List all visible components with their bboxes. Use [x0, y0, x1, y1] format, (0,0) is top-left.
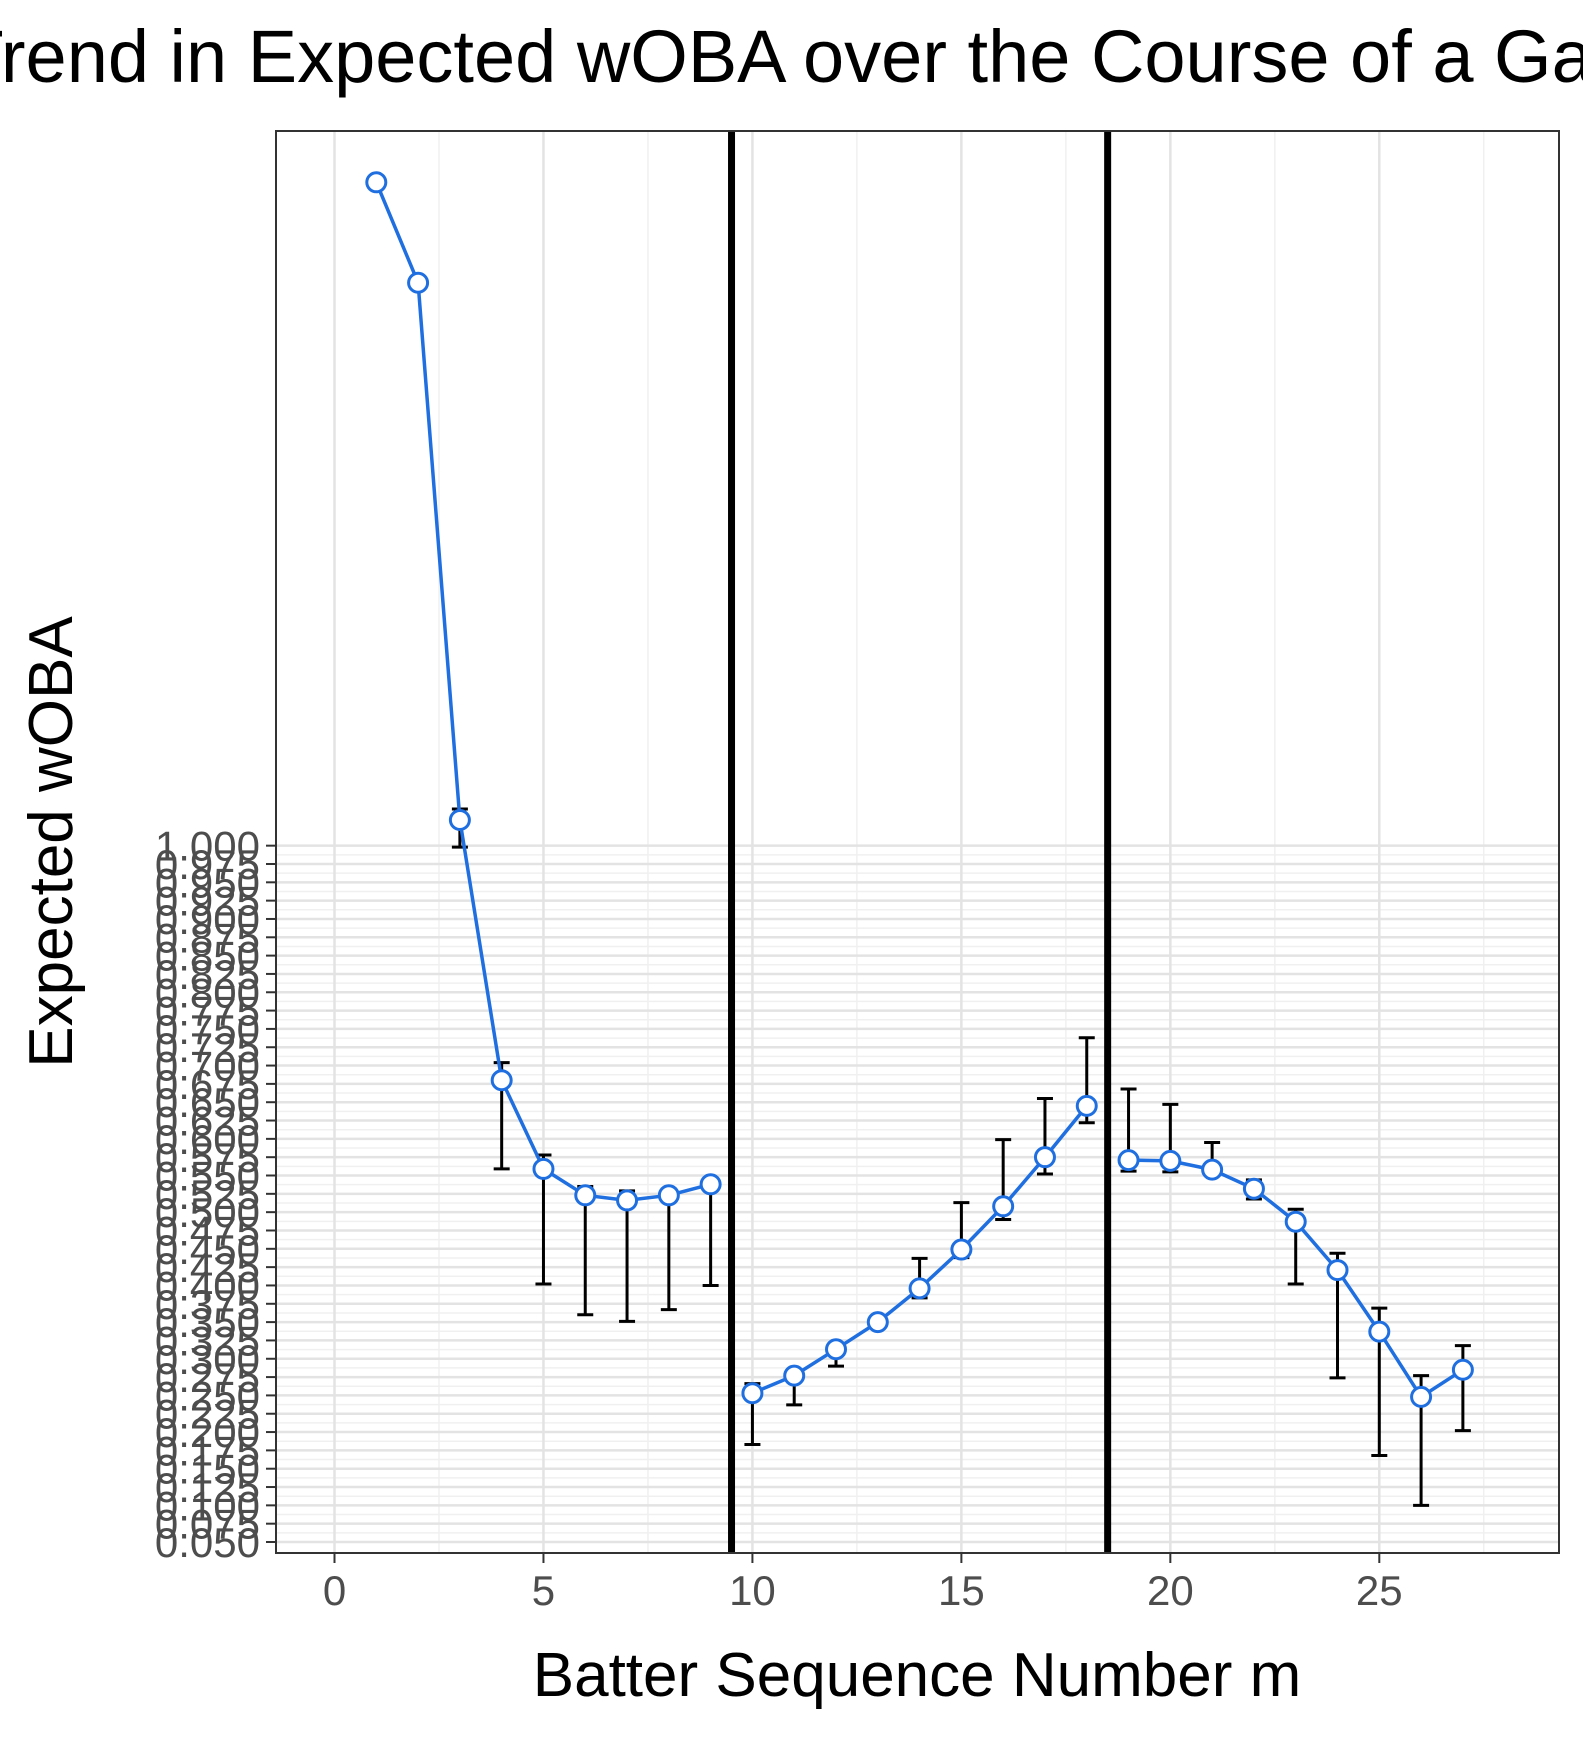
data-point — [825, 1338, 848, 1361]
y-tick-label: 0.075 — [155, 1501, 260, 1548]
x-tick-label: 25 — [1356, 1567, 1403, 1614]
data-point — [1326, 1259, 1349, 1282]
y-tick-label: 0.200 — [155, 1409, 260, 1456]
y-tick-label: 0.150 — [155, 1446, 260, 1493]
y-tick-label: 0.850 — [155, 933, 260, 980]
y-tick-label: 0.525 — [155, 1171, 260, 1218]
y-tick-label: 0.475 — [155, 1207, 260, 1254]
x-tick-label: 10 — [729, 1567, 776, 1614]
data-point — [365, 171, 388, 194]
data-point — [1242, 1177, 1265, 1200]
reference-lines — [728, 131, 1112, 1553]
y-tick-label: 0.325 — [155, 1317, 260, 1364]
x-axis-ticks: 0 5 10 15 20 25 — [323, 1553, 1403, 1614]
y-axis-title: Expected wOBA — [17, 616, 86, 1068]
data-point — [1117, 1149, 1140, 1172]
y-tick-label: 0.275 — [155, 1354, 260, 1401]
data-point — [1159, 1149, 1182, 1172]
data-point — [1368, 1320, 1391, 1343]
x-tick-label: 20 — [1147, 1567, 1194, 1614]
y-tick-label: 0.050 — [155, 1519, 260, 1566]
data-point — [1410, 1385, 1433, 1408]
chart-title: Trend in Expected wOBA over the Course o… — [0, 15, 1583, 98]
x-tick-label: 0 — [323, 1567, 346, 1614]
y-tick-label: 0.100 — [155, 1482, 260, 1529]
data-point — [1201, 1158, 1224, 1181]
x-axis-title: Batter Sequence Number m — [533, 1641, 1302, 1710]
grid — [276, 131, 1559, 1553]
y-tick-label: 0.975 — [155, 841, 260, 888]
data-point — [407, 271, 430, 294]
y-axis-ticks: 0.0500.0750.1000.1250.1500.1750.2000.225… — [155, 823, 276, 1566]
data-point — [532, 1157, 555, 1180]
y-tick-label: 0.675 — [155, 1061, 260, 1108]
y-tick-label: 0.750 — [155, 1006, 260, 1053]
y-tick-label: 0.175 — [155, 1427, 260, 1474]
y-tick-label: 0.725 — [155, 1024, 260, 1071]
x-tick-label: 5 — [532, 1567, 555, 1614]
data-point — [1033, 1146, 1056, 1169]
data-point — [866, 1311, 889, 1334]
plot-border — [275, 130, 1560, 1554]
data-point — [1284, 1210, 1307, 1233]
data-point — [490, 1069, 513, 1092]
y-tick-label: 0.350 — [155, 1299, 260, 1346]
y-tick-label: 0.425 — [155, 1244, 260, 1291]
data-point — [741, 1382, 764, 1405]
y-tick-label: 0.600 — [155, 1116, 260, 1163]
y-tick-label: 0.650 — [155, 1079, 260, 1126]
y-tick-label: 0.875 — [155, 914, 260, 961]
y-tick-label: 0.225 — [155, 1391, 260, 1438]
y-tick-label: 0.450 — [155, 1226, 260, 1273]
y-tick-label: 0.125 — [155, 1464, 260, 1511]
data-point — [992, 1195, 1015, 1218]
y-tick-label: 0.250 — [155, 1372, 260, 1419]
data-points — [365, 171, 1474, 1408]
data-point — [950, 1238, 973, 1261]
y-tick-label: 0.800 — [155, 969, 260, 1016]
data-point — [448, 809, 471, 832]
y-tick-label: 0.775 — [155, 988, 260, 1035]
y-tick-label: 0.500 — [155, 1189, 260, 1236]
data-point — [908, 1277, 931, 1300]
y-tick-label: 0.900 — [155, 896, 260, 943]
y-tick-label: 0.950 — [155, 859, 260, 906]
y-tick-label: 0.575 — [155, 1134, 260, 1181]
data-point — [699, 1173, 722, 1196]
data-point — [616, 1189, 639, 1212]
y-tick-label: 0.375 — [155, 1281, 260, 1328]
y-tick-label: 0.700 — [155, 1043, 260, 1090]
data-point — [657, 1184, 680, 1207]
y-tick-label: 0.625 — [155, 1098, 260, 1145]
y-tick-label: 0.925 — [155, 878, 260, 925]
data-point — [1451, 1358, 1474, 1381]
plot-background — [276, 131, 1559, 1553]
y-tick-label: 0.300 — [155, 1336, 260, 1383]
y-tick-label: 0.825 — [155, 951, 260, 998]
y-tick-label: 1.000 — [155, 823, 260, 870]
y-tick-label: 0.400 — [155, 1262, 260, 1309]
data-point — [783, 1364, 806, 1387]
y-tick-label: 0.550 — [155, 1153, 260, 1200]
data-point — [574, 1184, 597, 1207]
data-point — [1075, 1094, 1098, 1117]
x-tick-label: 15 — [938, 1567, 985, 1614]
